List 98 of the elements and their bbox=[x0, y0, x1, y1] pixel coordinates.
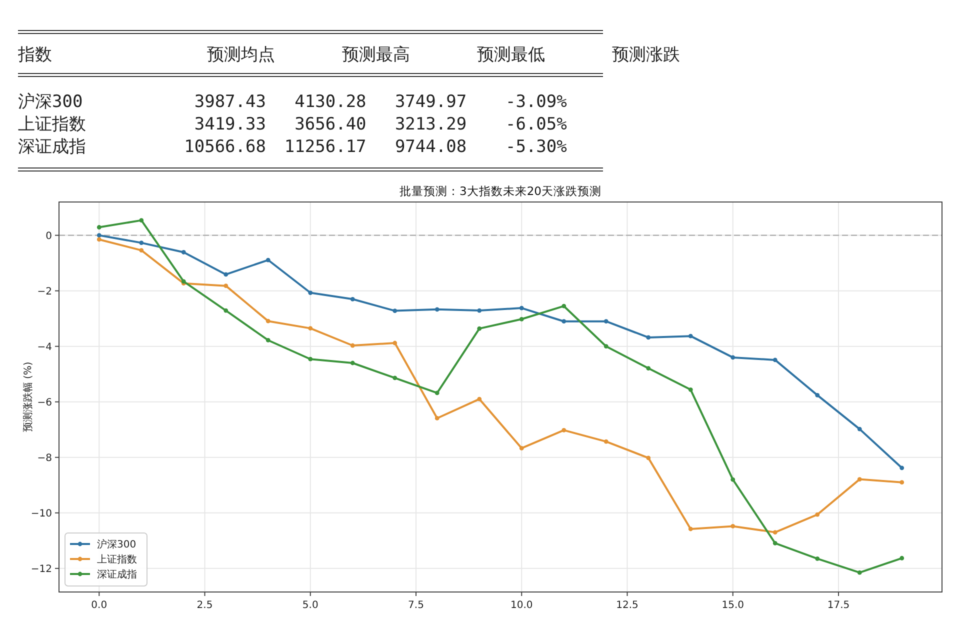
point bbox=[604, 319, 608, 324]
legend-label: 深证成指 bbox=[97, 568, 137, 580]
category-label: 预测均点 bbox=[207, 45, 275, 65]
point bbox=[224, 308, 228, 313]
y-tick-label: −2 bbox=[37, 286, 52, 298]
x-tick-label: 2.5 bbox=[196, 600, 213, 611]
y-tick-label: 0 bbox=[46, 230, 52, 242]
text: -5.30% bbox=[505, 137, 567, 157]
category-label: 沪深300 bbox=[18, 92, 83, 112]
point bbox=[562, 319, 566, 324]
point bbox=[815, 512, 820, 517]
text: 3656.40 bbox=[294, 114, 366, 134]
text: -3.09% bbox=[505, 92, 567, 112]
point bbox=[266, 318, 270, 324]
point bbox=[688, 387, 693, 392]
point bbox=[350, 360, 355, 366]
point bbox=[350, 343, 355, 348]
point bbox=[604, 344, 608, 349]
point bbox=[562, 304, 566, 308]
text: -6.05% bbox=[505, 114, 567, 134]
category-label: 上证指数 bbox=[18, 114, 86, 134]
category-label: 预测最低 bbox=[477, 45, 545, 65]
point bbox=[434, 307, 440, 312]
text: 3419.33 bbox=[194, 114, 266, 134]
point bbox=[519, 306, 524, 310]
point bbox=[772, 530, 778, 535]
y-tick-label: −4 bbox=[37, 342, 52, 353]
x-tick-label: 12.5 bbox=[616, 600, 638, 611]
point bbox=[224, 272, 228, 277]
point bbox=[646, 335, 651, 340]
point bbox=[477, 326, 482, 331]
x-tick-label: 5.0 bbox=[302, 600, 318, 611]
y-tick-label: −12 bbox=[30, 564, 52, 575]
point bbox=[434, 390, 440, 396]
y-tick-label: −6 bbox=[37, 397, 52, 408]
legend-label: 上证指数 bbox=[97, 554, 137, 566]
text: 9744.08 bbox=[394, 137, 467, 157]
point bbox=[181, 250, 186, 254]
point bbox=[139, 218, 144, 223]
point bbox=[477, 308, 482, 313]
x-tick-label: 15.0 bbox=[722, 600, 744, 611]
point bbox=[688, 526, 693, 532]
y-tick-label: −8 bbox=[37, 452, 52, 464]
point bbox=[900, 480, 904, 485]
point bbox=[772, 540, 778, 546]
point bbox=[900, 466, 904, 470]
text: 3987.43 bbox=[194, 92, 266, 112]
point bbox=[900, 556, 904, 560]
point bbox=[604, 439, 608, 444]
point bbox=[562, 428, 566, 432]
point bbox=[139, 248, 144, 252]
legend-label: 沪深300 bbox=[97, 538, 136, 550]
category-label: 预测最高 bbox=[342, 45, 410, 65]
text: 3213.29 bbox=[394, 114, 467, 134]
text: 4130.28 bbox=[294, 92, 366, 112]
point bbox=[392, 308, 398, 314]
point bbox=[730, 524, 736, 528]
point bbox=[646, 366, 651, 370]
y-tick-label: −10 bbox=[30, 508, 52, 520]
point bbox=[224, 284, 228, 288]
x-tick-label: 0.0 bbox=[91, 600, 108, 611]
category-label: 深证成指 bbox=[18, 137, 86, 157]
category-label: 指数 bbox=[17, 45, 52, 65]
point bbox=[392, 376, 398, 380]
point bbox=[857, 570, 862, 575]
point bbox=[857, 426, 862, 432]
chart-title: 批量预测：3大指数未来20天涨跌预测 bbox=[400, 184, 602, 198]
point bbox=[815, 392, 820, 398]
category-label: 预测涨跌 bbox=[612, 45, 680, 65]
point bbox=[772, 358, 778, 362]
point bbox=[139, 240, 144, 246]
point bbox=[730, 355, 736, 360]
point bbox=[308, 356, 313, 362]
point bbox=[857, 477, 862, 482]
point bbox=[519, 446, 524, 450]
point bbox=[308, 326, 313, 330]
point bbox=[815, 556, 820, 561]
point bbox=[96, 225, 102, 230]
point bbox=[646, 456, 651, 460]
point bbox=[434, 416, 440, 420]
text: 3749.97 bbox=[394, 92, 467, 112]
x-tick-label: 17.5 bbox=[827, 600, 850, 611]
point bbox=[477, 396, 482, 402]
x-tick-label: 10.0 bbox=[510, 600, 533, 611]
point bbox=[266, 338, 270, 342]
y-axis-title: 预测涨跌幅 (%) bbox=[22, 362, 34, 432]
x-tick-label: 7.5 bbox=[408, 600, 424, 611]
point bbox=[730, 477, 736, 482]
text: 10566.68 bbox=[184, 137, 266, 157]
point bbox=[308, 290, 313, 295]
point bbox=[266, 258, 270, 262]
point bbox=[519, 316, 524, 322]
point bbox=[96, 233, 102, 238]
point bbox=[392, 340, 398, 346]
point bbox=[688, 334, 693, 338]
text: 11256.17 bbox=[284, 137, 366, 157]
point bbox=[350, 296, 355, 302]
point bbox=[96, 237, 102, 242]
